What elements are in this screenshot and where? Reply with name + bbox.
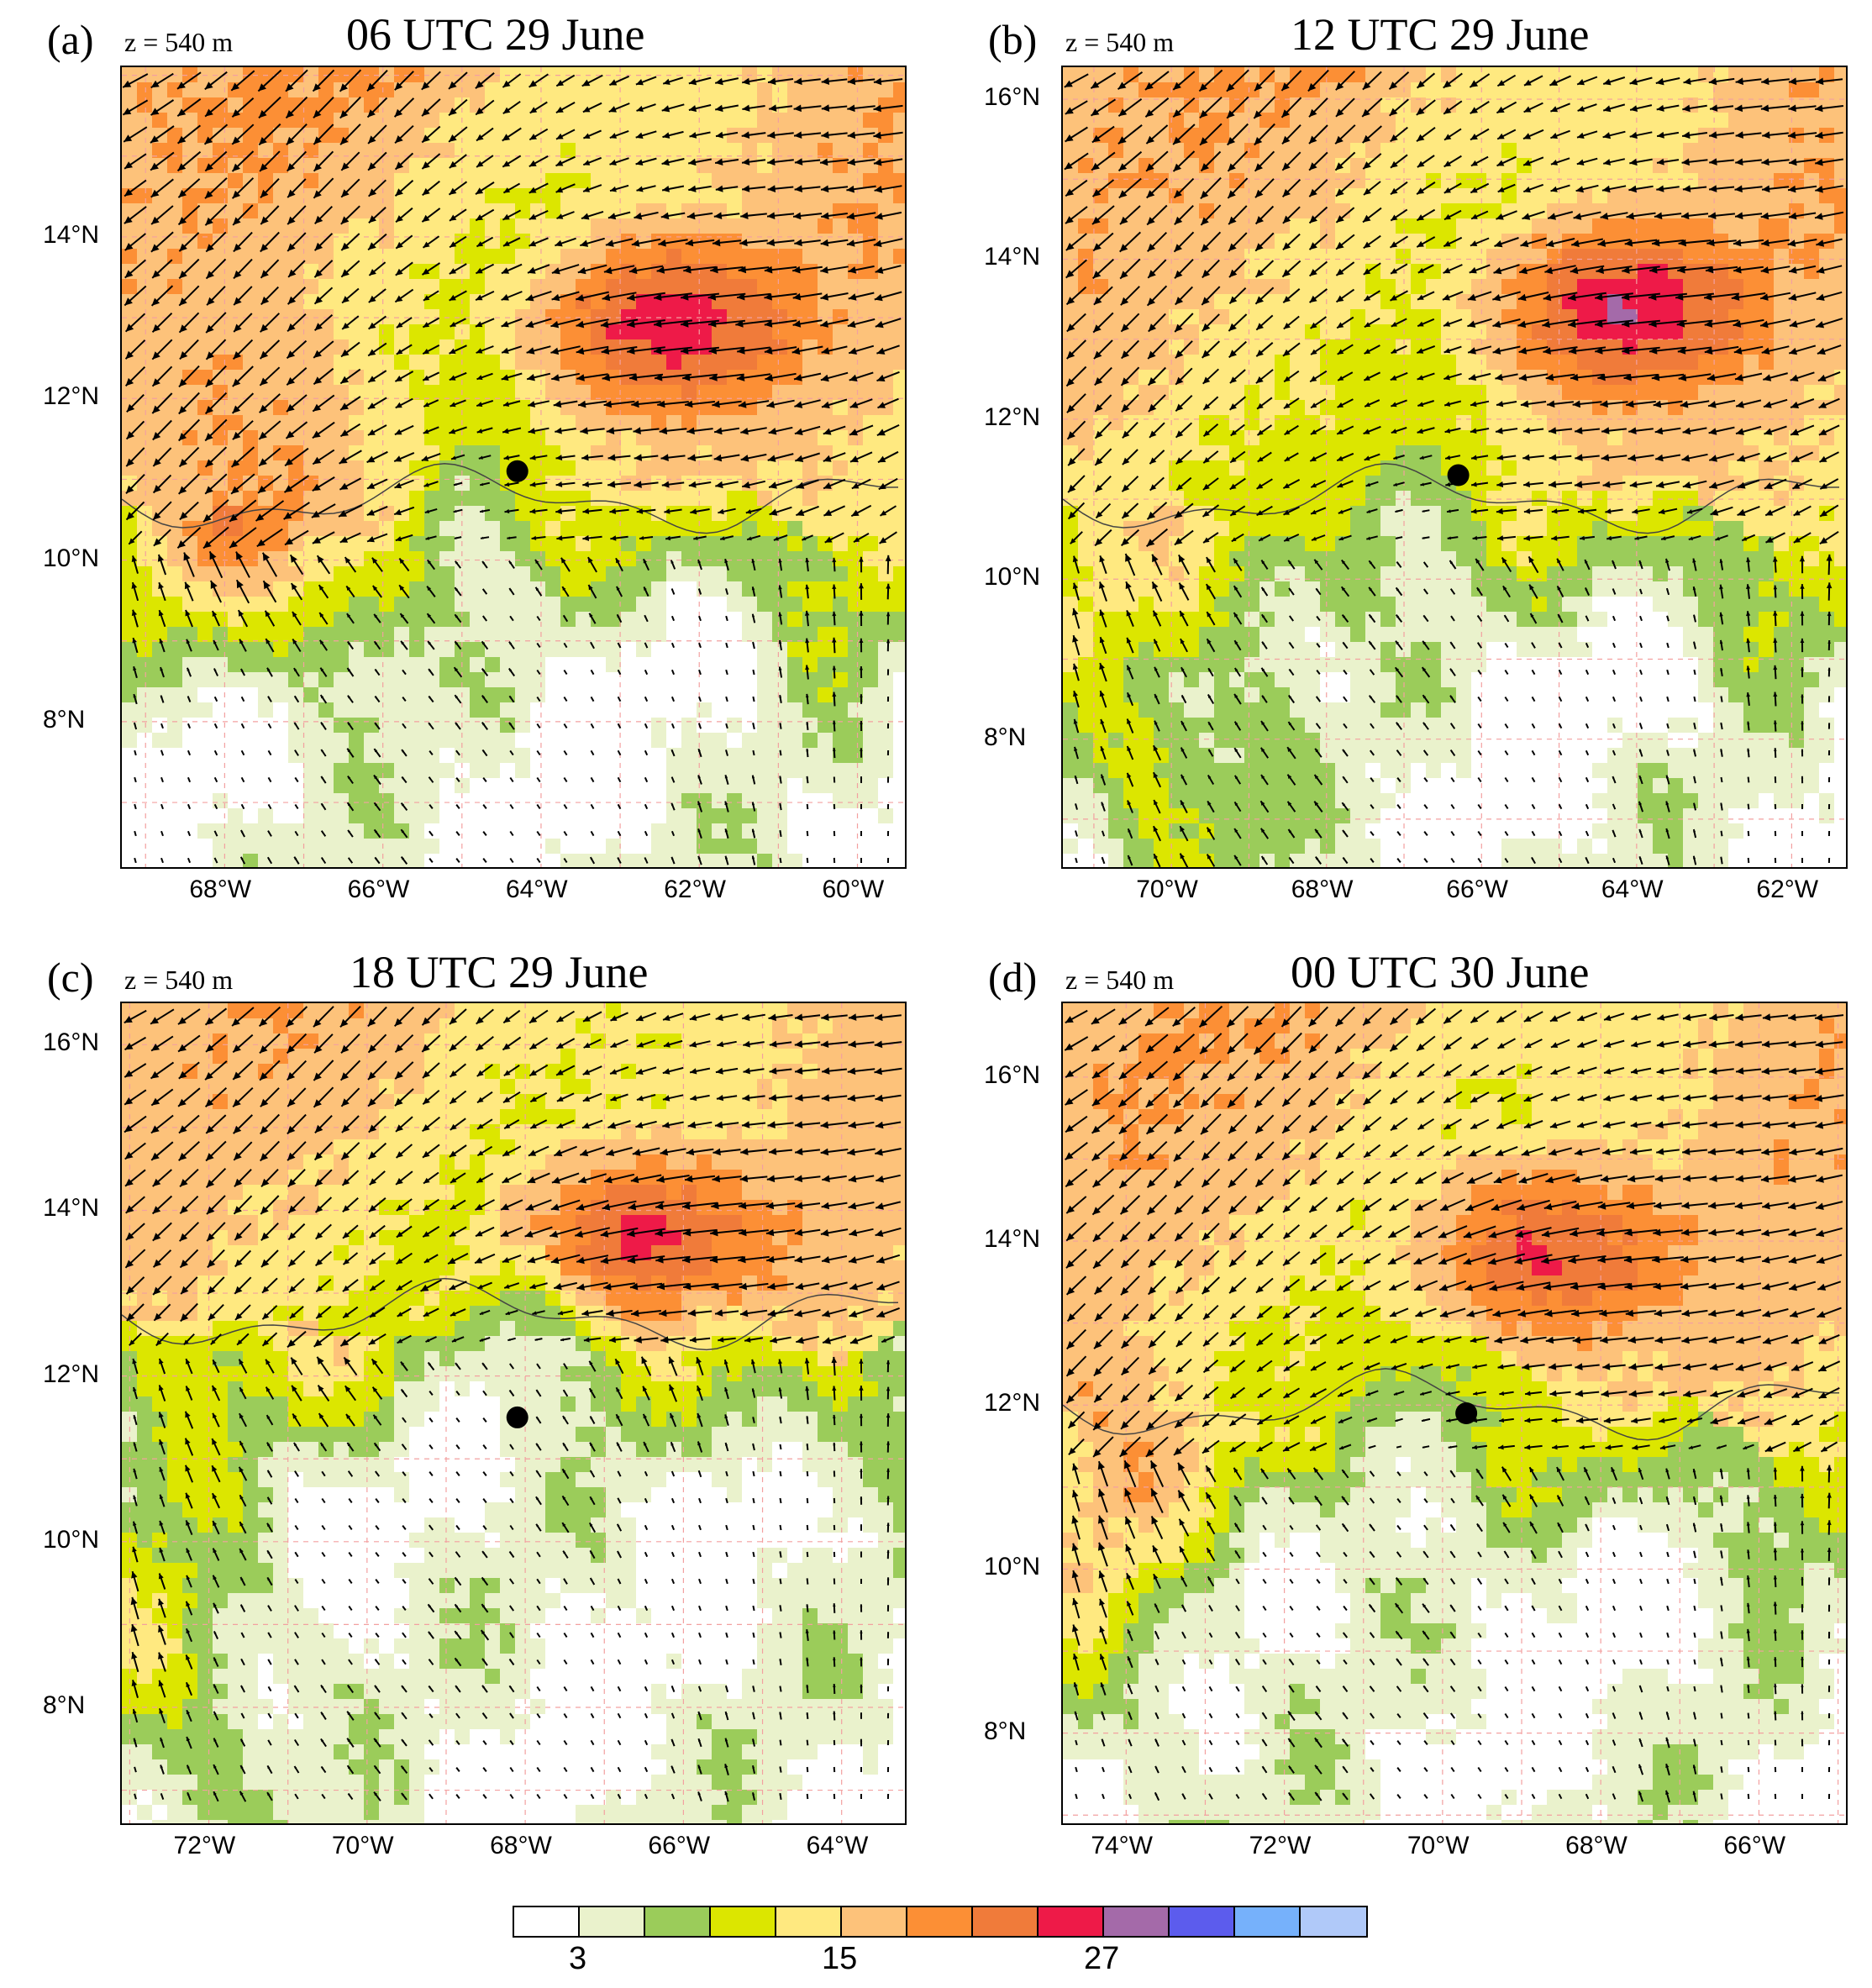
wind-speed-shading	[122, 1003, 905, 1823]
longitude-tick-label: 66°W	[1723, 1832, 1786, 1859]
longitude-tick-label: 68°W	[1565, 1832, 1627, 1859]
station-marker	[506, 1406, 528, 1428]
panel-letter: (c)	[47, 954, 94, 1001]
wind-speed-map	[120, 1002, 907, 1825]
latitude-tick-label: 8°N	[984, 723, 1027, 751]
wind-vectors	[122, 69, 903, 865]
wind-speed-map	[120, 66, 907, 869]
station-marker	[506, 460, 528, 482]
wind-speed-shading	[1063, 1003, 1846, 1823]
colorbar-swatch	[1235, 1907, 1301, 1936]
latitude-tick-label: 10°N	[43, 544, 100, 572]
panel-letter: (d)	[988, 954, 1038, 1001]
coastline	[1063, 1368, 1840, 1441]
panel-title: 12 UTC 29 June	[1291, 9, 1590, 60]
wind-speed-shading	[122, 67, 905, 867]
latitude-tick-label: 12°N	[984, 1389, 1041, 1417]
panel-title: 06 UTC 29 June	[346, 9, 645, 60]
longitude-tick-label: 68°W	[189, 876, 252, 903]
longitude-tick-label: 64°W	[1601, 876, 1664, 903]
panel-letter: (a)	[47, 16, 94, 63]
graticule	[122, 67, 905, 867]
latitude-tick-label: 8°N	[43, 705, 86, 734]
longitude-tick-label: 68°W	[490, 1832, 552, 1859]
latitude-tick-label: 14°N	[984, 243, 1041, 271]
wind-vectors	[124, 1006, 902, 1802]
longitude-tick-label: 66°W	[1446, 876, 1508, 903]
latitude-tick-label: 10°N	[984, 1553, 1041, 1581]
longitude-tick-label: 70°W	[1136, 876, 1198, 903]
colorbar-tick-label: 15	[822, 1941, 858, 1976]
wind-speed-map	[1061, 1002, 1848, 1825]
station-marker	[1447, 464, 1470, 486]
colorbar-swatch	[1039, 1907, 1104, 1936]
colorbar-swatch	[580, 1907, 645, 1936]
longitude-tick-label: 72°W	[1249, 1832, 1312, 1859]
map-canvas	[1063, 67, 1846, 867]
latitude-tick-label: 12°N	[43, 1360, 100, 1388]
latitude-tick-label: 14°N	[984, 1225, 1041, 1254]
wind-vectors	[1064, 1005, 1844, 1803]
map-canvas	[122, 1003, 905, 1823]
colorbar-swatch	[776, 1907, 842, 1936]
latitude-tick-label: 8°N	[984, 1717, 1027, 1745]
latitude-tick-label: 16°N	[984, 83, 1041, 112]
longitude-tick-label: 72°W	[173, 1832, 236, 1859]
colorbar-swatch	[1301, 1907, 1366, 1936]
height-label: z = 540 m	[1065, 965, 1175, 995]
colorbar-swatch	[645, 1907, 711, 1936]
longitude-tick-label: 66°W	[347, 876, 410, 903]
latitude-tick-label: 12°N	[984, 402, 1041, 431]
map-canvas	[1063, 1003, 1846, 1823]
colorbar-swatch	[514, 1907, 580, 1936]
colorbar-swatch	[907, 1907, 973, 1936]
wind-speed-colorbar	[513, 1906, 1368, 1938]
latitude-tick-label: 8°N	[43, 1691, 86, 1719]
colorbar-swatch	[973, 1907, 1039, 1936]
height-label: z = 540 m	[124, 965, 234, 995]
map-canvas	[122, 67, 905, 867]
height-label: z = 540 m	[124, 27, 234, 57]
wind-vectors	[1064, 69, 1844, 867]
longitude-tick-label: 64°W	[806, 1832, 869, 1859]
longitude-tick-label: 62°W	[1756, 876, 1819, 903]
station-marker	[1455, 1402, 1478, 1424]
longitude-tick-label: 70°W	[331, 1832, 394, 1859]
latitude-tick-label: 14°N	[43, 1194, 100, 1223]
longitude-tick-label: 68°W	[1291, 876, 1354, 903]
latitude-tick-label: 10°N	[43, 1525, 100, 1554]
latitude-tick-label: 16°N	[43, 1028, 100, 1057]
latitude-tick-label: 12°N	[43, 382, 100, 411]
coastline	[122, 463, 899, 534]
panel-title: 00 UTC 30 June	[1291, 947, 1590, 997]
height-label: z = 540 m	[1065, 27, 1175, 57]
colorbar-swatch	[842, 1907, 907, 1936]
graticule	[1063, 67, 1846, 867]
colorbar-swatch	[1170, 1907, 1235, 1936]
longitude-tick-label: 64°W	[505, 876, 568, 903]
latitude-tick-label: 16°N	[984, 1060, 1041, 1089]
colorbar-swatch	[711, 1907, 776, 1936]
colorbar-tick-label: 27	[1084, 1941, 1120, 1976]
coastline	[122, 1277, 899, 1351]
longitude-tick-label: 62°W	[664, 876, 726, 903]
latitude-tick-label: 10°N	[984, 563, 1041, 592]
panel-title: 18 UTC 29 June	[350, 947, 649, 997]
longitude-tick-label: 60°W	[822, 876, 885, 903]
coastline	[1063, 463, 1840, 534]
latitude-tick-label: 14°N	[43, 220, 100, 249]
longitude-tick-label: 70°W	[1407, 1832, 1470, 1859]
wind-speed-map	[1061, 66, 1848, 869]
longitude-tick-label: 66°W	[648, 1832, 711, 1859]
colorbar-tick-label: 3	[569, 1941, 587, 1976]
panel-letter: (b)	[988, 16, 1038, 63]
colorbar-swatch	[1104, 1907, 1170, 1936]
longitude-tick-label: 74°W	[1091, 1832, 1153, 1859]
